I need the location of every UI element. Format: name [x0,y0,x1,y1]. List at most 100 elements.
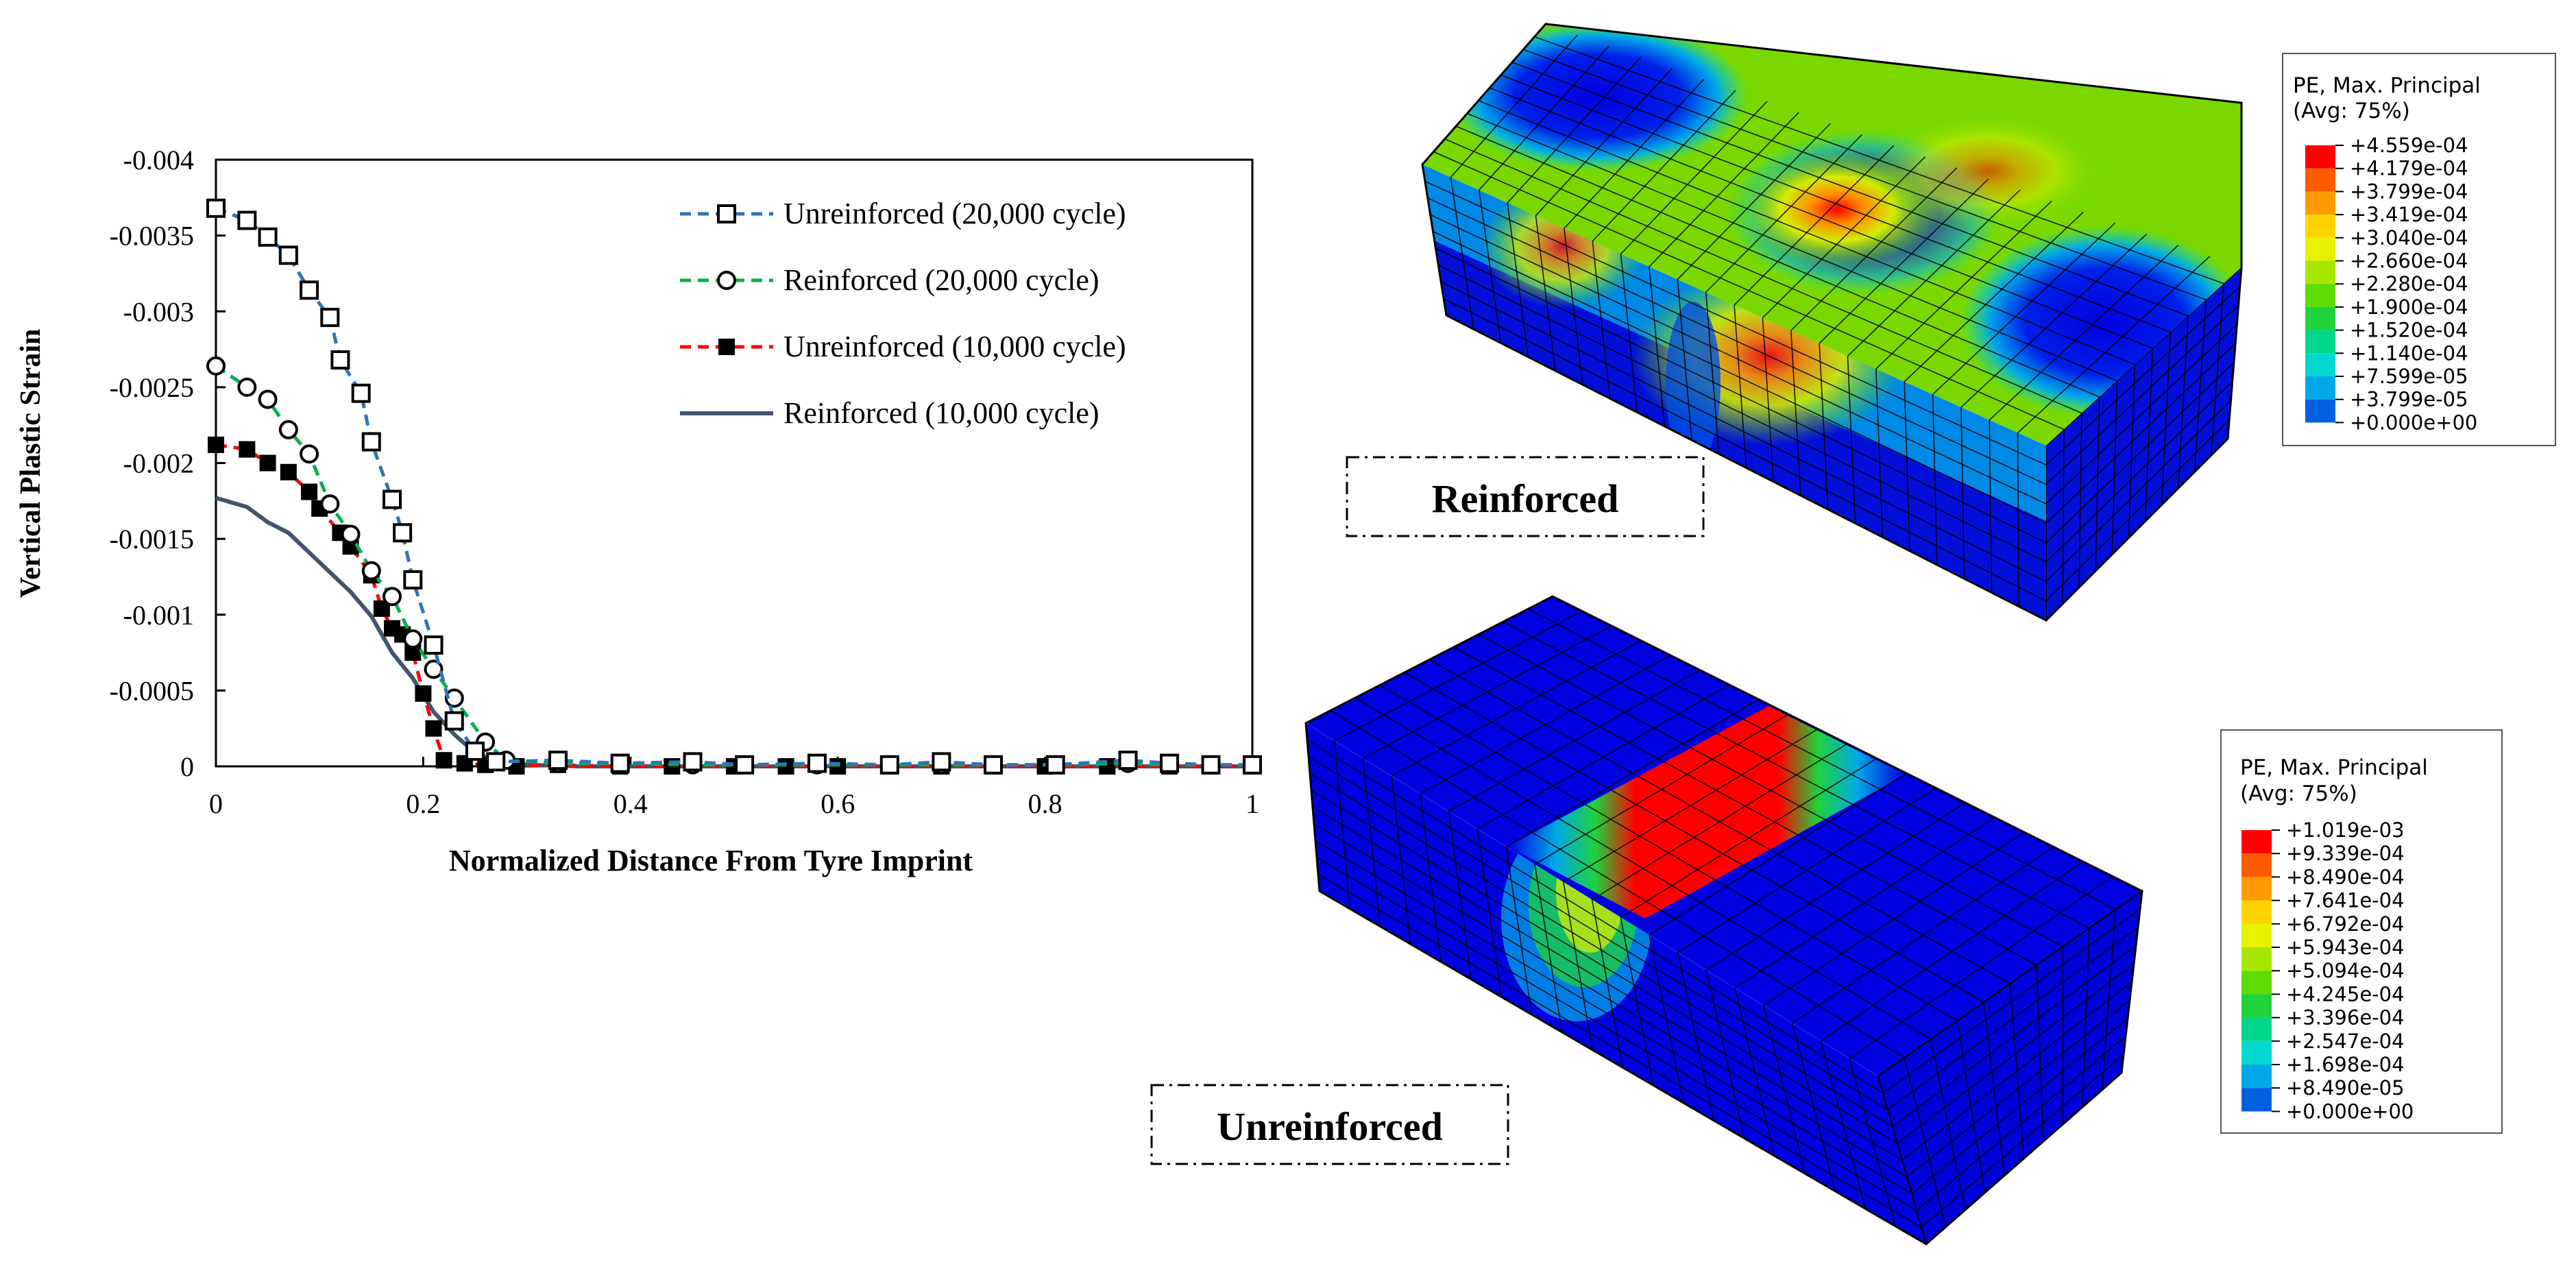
reinforced-colorbar-legend: PE, Max. Principal (Avg: 75%) +4.559e-04… [2282,53,2556,446]
data-point [239,441,256,458]
data-point [278,245,298,265]
colorbar-swatch [2241,877,2272,901]
colorbar-value: +5.094e-04 [2286,959,2405,982]
data-point [259,454,276,472]
reinforced-colorbar: +4.559e-04+4.179e-04+3.799e-04+3.419e-04… [2305,134,2477,434]
data-point [683,752,703,772]
x-tick-label: 0 [209,788,223,819]
colorbar-swatch [2305,376,2335,400]
colorbar-value: +1.520e-04 [2350,319,2468,342]
legend-label: Reinforced (10,000 cycle) [783,396,1099,430]
data-point [1201,755,1221,775]
reinforced-label-box: Reinforced [1346,456,1705,537]
data-point [435,752,452,769]
colorbar-value: +4.245e-04 [2286,982,2405,1006]
colorbar-swatch [2305,145,2335,169]
colorbar-value: +1.140e-04 [2350,341,2468,365]
colorbar-swatch [2241,853,2272,877]
unreinforced-label: Unreinforced [1217,1104,1443,1149]
colorbar-value: +1.900e-04 [2350,295,2468,319]
data-point [341,524,361,544]
y-axis-title: Vertical Plastic Strain [15,329,47,598]
colorbar-value: +9.339e-04 [2286,842,2405,865]
data-point [403,629,423,649]
colorbar-swatch [2241,971,2272,995]
unreinforced-mesh-grid [1307,608,2141,1228]
x-axis-title: Normalized Distance From Tyre Imprint [449,844,973,877]
colorbar-swatch [2241,830,2272,854]
colorbar-swatch [2241,1088,2272,1112]
legend-label: Unreinforced (10,000 cycle) [783,330,1126,363]
colorbar-swatch [2241,1017,2272,1041]
data-point [403,570,423,590]
data-point [237,210,257,230]
reinforced-legend-title-2: (Avg: 75%) [2293,99,2410,123]
data-point [465,741,485,761]
data-point [1118,751,1138,770]
data-point [444,688,464,708]
colorbar-swatch [2241,1041,2272,1065]
colorbar-value: +3.396e-04 [2286,1006,2405,1030]
data-point [932,752,951,772]
data-point [486,752,506,772]
colorbar-value: +5.943e-04 [2286,936,2405,959]
data-point [424,659,443,679]
y-tick-label: 0 [180,751,194,782]
colorbar-swatch [2305,353,2335,376]
legend-entry: Reinforced (20,000 cycle) [680,263,1099,297]
data-point [208,436,224,453]
colorbar-value: +2.280e-04 [2350,272,2468,295]
data-point [330,350,350,370]
colorbar-value: +3.419e-04 [2350,203,2468,226]
legend-label: Unreinforced (20,000 cycle) [783,197,1126,230]
data-point [301,483,318,500]
x-tick-label: 0.4 [613,788,648,819]
data-point [415,685,432,702]
unreinforced-label-box: Unreinforced [1150,1084,1509,1165]
colorbar-swatch [2241,900,2272,924]
data-point [1160,753,1180,773]
legend-entry: Unreinforced (20,000 cycle) [680,197,1126,230]
data-point [1045,755,1065,775]
data-point [320,308,340,328]
chart-legend: Unreinforced (20,000 cycle) Reinforced (2… [680,197,1126,430]
unreinforced-legend-title-2: (Avg: 75%) [2240,781,2357,806]
data-point [382,587,402,607]
colorbar-value: +6.792e-04 [2286,912,2405,936]
data-point [879,755,899,775]
colorbar-value: +2.660e-04 [2350,250,2468,273]
colorbar-swatch [2305,330,2335,354]
plot-area [215,158,1254,768]
y-tick-label: -0.002 [123,448,194,479]
data-point [351,383,371,403]
colorbar-value: +8.490e-05 [2286,1076,2405,1099]
colorbar-value: +3.040e-04 [2350,226,2468,250]
y-tick-label: -0.0015 [110,524,194,555]
reinforced-label: Reinforced [1432,476,1619,521]
colorbar-value: +4.559e-04 [2350,134,2468,157]
colorbar-swatch [2305,215,2335,238]
legend-entry: Reinforced (10,000 cycle) [680,396,1099,430]
data-point [393,523,413,543]
colorbar-swatch [2305,284,2335,307]
y-tick-label: -0.0005 [110,675,194,706]
data-point [444,711,464,731]
colorbar-swatch [2305,306,2335,330]
data-point [237,377,257,397]
data-point [984,755,1003,775]
reinforced-legend-title-1: PE, Max. Principal [2293,73,2481,98]
y-tick-label: -0.004 [123,145,194,175]
data-point [807,753,827,773]
unreinforced-colorbar: +1.019e-03+9.339e-04+8.490e-04+7.641e-04… [2241,818,2414,1123]
data-point [548,751,568,770]
data-point [300,280,319,300]
colorbar-value: +7.641e-04 [2286,889,2405,912]
y-axis-ticks: -0.004 -0.0035 -0.003 -0.0025 -0.002 -0.0015 -… [110,145,226,782]
data-point [382,489,402,509]
unreinforced-fem-model [1304,595,2143,1245]
reinforced-fem-model [1421,23,2243,622]
y-tick-label: -0.0035 [110,221,194,252]
colorbar-swatch [2241,1065,2272,1089]
colorbar-value: +4.179e-04 [2350,157,2468,180]
